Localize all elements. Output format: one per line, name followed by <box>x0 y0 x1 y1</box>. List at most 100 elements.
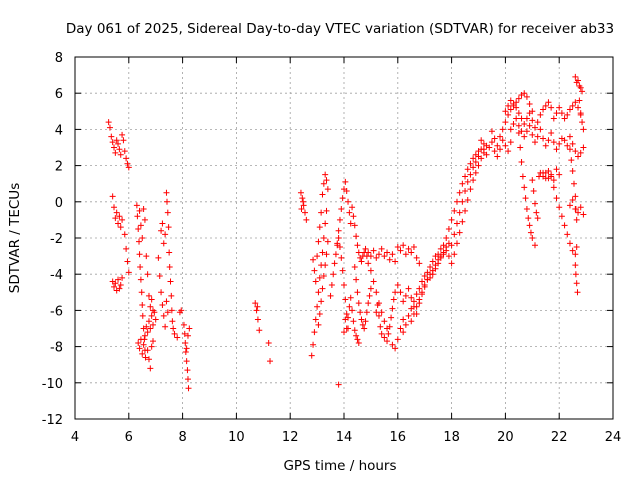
data-point <box>540 169 547 176</box>
data-point <box>491 148 498 155</box>
data-point <box>453 220 460 227</box>
x-tick-label: 4 <box>71 430 79 445</box>
data-point <box>253 307 260 314</box>
data-point <box>529 117 536 124</box>
data-point <box>349 307 356 314</box>
data-point <box>413 291 420 298</box>
data-point <box>343 311 350 318</box>
data-point <box>531 200 538 207</box>
data-point <box>338 254 345 261</box>
data-point <box>254 303 261 310</box>
data-point <box>429 258 436 265</box>
data-point <box>518 115 525 122</box>
data-point <box>566 146 573 153</box>
data-point <box>507 106 514 113</box>
data-point <box>523 93 530 100</box>
data-point <box>147 365 154 372</box>
data-point <box>144 271 151 278</box>
data-point <box>365 260 372 267</box>
data-point <box>569 168 576 175</box>
data-point <box>548 173 555 180</box>
y-tick-label: -6 <box>50 304 63 319</box>
data-point <box>162 323 169 330</box>
data-point <box>365 249 372 256</box>
data-point <box>568 157 575 164</box>
data-point <box>319 285 326 292</box>
data-point <box>362 245 369 252</box>
data-point <box>515 122 522 129</box>
data-point <box>435 251 442 258</box>
data-point <box>400 298 407 305</box>
data-point <box>577 84 584 91</box>
data-point <box>140 341 147 348</box>
data-point <box>475 162 482 169</box>
data-point <box>115 220 122 227</box>
data-point <box>136 251 143 258</box>
data-point <box>367 253 374 260</box>
data-point <box>319 191 326 198</box>
data-point <box>553 110 560 117</box>
data-point <box>394 244 401 251</box>
data-point <box>136 345 143 352</box>
data-point <box>531 124 538 131</box>
data-point <box>537 111 544 118</box>
data-point <box>413 303 420 310</box>
data-point <box>148 343 155 350</box>
data-point <box>139 301 146 308</box>
data-point <box>410 298 417 305</box>
data-point <box>322 220 329 227</box>
data-point <box>381 318 388 325</box>
data-point <box>332 251 339 258</box>
data-point <box>448 216 455 223</box>
data-point <box>419 289 426 296</box>
data-point <box>370 278 377 285</box>
data-point <box>113 137 120 144</box>
data-point <box>121 231 128 238</box>
data-point <box>400 329 407 336</box>
data-point <box>150 338 157 345</box>
data-point <box>135 225 142 232</box>
data-point <box>159 220 166 227</box>
data-point <box>526 122 533 129</box>
data-point <box>320 273 327 280</box>
data-point <box>123 155 130 162</box>
data-point <box>354 242 361 249</box>
data-point <box>564 231 571 238</box>
data-point <box>526 110 533 117</box>
data-point <box>315 289 322 296</box>
data-point <box>569 196 576 203</box>
data-point <box>324 238 331 245</box>
data-point <box>158 289 165 296</box>
data-point <box>427 274 434 281</box>
data-point <box>478 155 485 162</box>
data-point <box>322 262 329 269</box>
data-point <box>160 240 167 247</box>
data-point <box>136 207 143 214</box>
data-point <box>577 149 584 156</box>
y-tick-label: -8 <box>50 341 63 356</box>
data-point <box>413 254 420 261</box>
data-point <box>142 354 149 361</box>
data-point <box>507 126 514 133</box>
data-point <box>336 244 343 251</box>
data-point <box>139 350 146 357</box>
data-point <box>301 209 308 216</box>
data-point <box>515 110 522 117</box>
data-point <box>362 318 369 325</box>
data-point <box>139 312 146 319</box>
data-point <box>133 202 140 209</box>
data-point <box>143 323 150 330</box>
data-point <box>351 222 358 229</box>
data-point <box>334 240 341 247</box>
data-point <box>577 111 584 118</box>
data-point <box>168 292 175 299</box>
data-point <box>566 240 573 247</box>
data-point <box>355 339 362 346</box>
data-point <box>470 155 477 162</box>
data-point <box>453 240 460 247</box>
data-point <box>184 376 191 383</box>
data-point <box>580 211 587 218</box>
data-point <box>147 303 154 310</box>
data-point <box>350 318 357 325</box>
data-point <box>378 309 385 316</box>
